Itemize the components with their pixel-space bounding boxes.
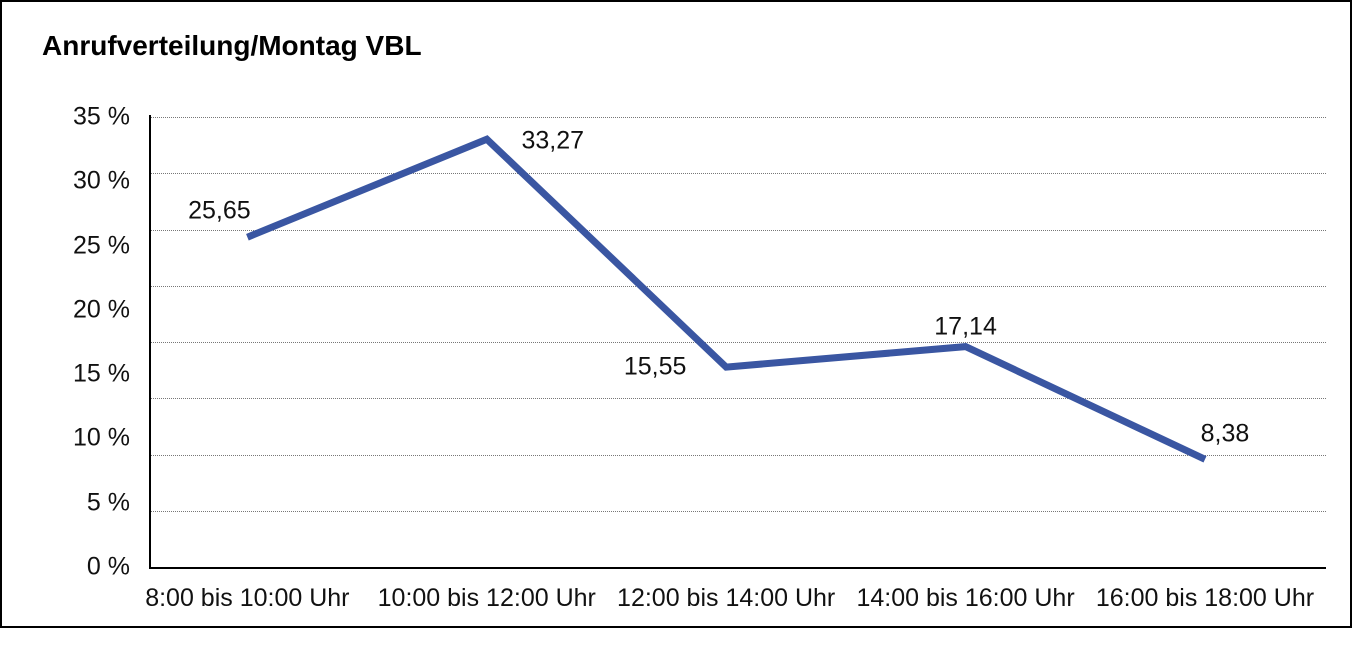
gridline — [151, 117, 1326, 118]
x-axis-category-label: 8:00 bis 10:00 Uhr — [145, 584, 350, 612]
gridline — [151, 285, 1326, 287]
chart-title: Anrufverteilung/Montag VBL — [42, 30, 422, 61]
data-point-label: 15,55 — [623, 352, 687, 381]
y-axis-labels: 35 % 30 % 25 % 20 % 15 % 10 % 5 % 0 % — [2, 104, 130, 579]
gridline — [151, 229, 1326, 231]
x-axis-category-label: 12:00 bis 14:00 Uhr — [617, 584, 836, 612]
gridline — [151, 173, 1326, 175]
data-point-label: 25,65 — [188, 196, 251, 225]
chart-frame: Anrufverteilung/Montag VBL 35 % 30 % 25 % 2… — [0, 0, 1352, 628]
y-axis-line — [149, 115, 151, 569]
y-axis-tick-label: 15 % — [73, 359, 130, 388]
y-axis-tick-label: 20 % — [73, 295, 130, 324]
gridline — [151, 398, 1326, 400]
y-axis-tick-label: 35 % — [73, 102, 130, 131]
x-axis-category-label: 10:00 bis 12:00 Uhr — [377, 584, 596, 612]
x-axis-labels: 8:00 bis 10:00 Uhr 10:00 bis 12:00 Uhr 12:… — [145, 584, 1326, 617]
x-axis-line — [149, 567, 1326, 569]
gridline — [151, 510, 1326, 512]
gridline — [151, 454, 1326, 456]
y-axis-tick-label: 5 % — [86, 488, 130, 517]
data-point-label: 17,14 — [934, 312, 997, 341]
plot-area: 25,65 33,27 15,55 17,14 8,38 — [151, 117, 1326, 567]
x-axis-category-label: 14:00 bis 16:00 Uhr — [856, 584, 1075, 612]
line-chart-canvas — [246, 135, 1207, 463]
y-axis-tick-label: 30 % — [73, 166, 130, 195]
y-axis-tick-label: 10 % — [73, 423, 130, 452]
gridline — [151, 342, 1326, 343]
y-axis-tick-label: 0 % — [86, 552, 130, 581]
data-point-label: 33,27 — [521, 126, 585, 155]
x-axis-category-label: 16:00 bis 18:00 Uhr — [1095, 584, 1315, 612]
data-point-label: 8,38 — [1200, 419, 1250, 448]
data-line — [246, 135, 1207, 463]
y-axis-tick-label: 25 % — [73, 231, 130, 260]
